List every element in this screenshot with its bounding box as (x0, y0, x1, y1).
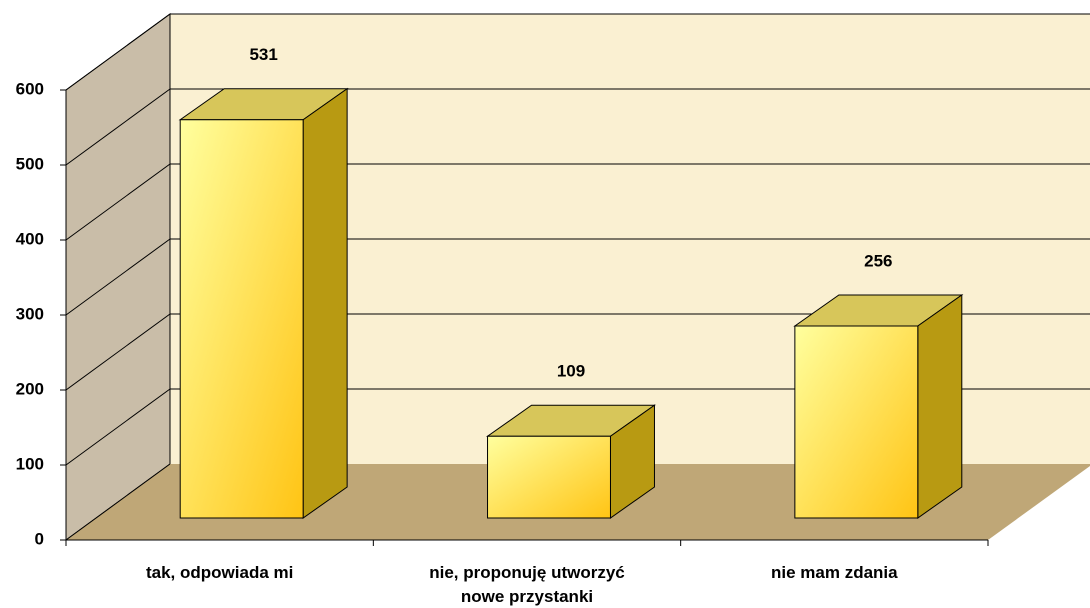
x-tick-label: nie, proponuję utworzyć nowe przystanki (429, 563, 625, 606)
x-tick-label: tak, odpowiada mi (146, 563, 293, 582)
y-tick-label: 600 (16, 79, 44, 98)
y-tick-label: 200 (16, 379, 44, 398)
y-tick-label: 500 (16, 154, 44, 173)
bar (487, 435, 611, 519)
bar-side (917, 294, 963, 519)
bar (794, 325, 919, 519)
data-label: 531 (249, 45, 277, 64)
y-tick-label: 0 (35, 529, 44, 548)
x-tick-label: nie mam zdania (771, 563, 898, 582)
y-tick-label: 400 (16, 229, 44, 248)
grid-line (65, 13, 171, 91)
bar-side (302, 87, 348, 519)
grid-line (65, 163, 171, 241)
grid-line (65, 388, 171, 466)
bar (179, 119, 304, 519)
grid-line (65, 88, 171, 166)
data-label: 256 (864, 251, 892, 270)
y-tick-label: 100 (16, 454, 44, 473)
floor-edge (65, 463, 171, 541)
data-label: 109 (557, 362, 585, 381)
grid-line (65, 313, 171, 391)
y-tick-label: 300 (16, 304, 44, 323)
grid-line (65, 238, 171, 316)
